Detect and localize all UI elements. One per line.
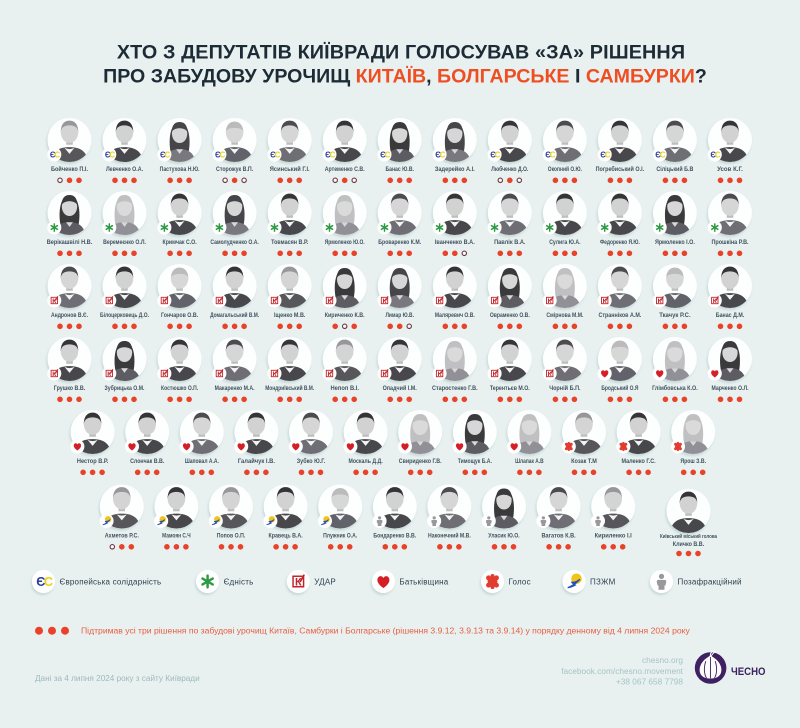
svg-text:Сторожук В.П.: Сторожук В.П.: [216, 167, 253, 173]
svg-text:Кириченко К.В.: Кириченко К.В.: [325, 313, 365, 319]
svg-text:Київський міський голова: Київський міський голова: [660, 533, 717, 540]
svg-text:Овраменко О.В.: Овраменко О.В.: [490, 313, 530, 319]
svg-text:Кравець В.А.: Кравець В.А.: [269, 534, 303, 540]
svg-text:Білоцерковець Д.О.: Білоцерковець Д.О.: [100, 313, 149, 319]
svg-text:Верікашвілі Н.В.: Верікашвілі Н.В.: [47, 240, 93, 246]
svg-text:Тимощук Б.А.: Тимощук Б.А.: [458, 459, 492, 465]
svg-text:Маленко Г.С.: Маленко Г.С.: [622, 459, 656, 465]
svg-text:Єдність: Єдність: [224, 578, 254, 587]
svg-text:Попов О.П.: Попов О.П.: [217, 534, 246, 540]
svg-text:+38 067 658 7798: +38 067 658 7798: [616, 677, 684, 687]
svg-text:Странніков А.М.: Странніков А.М.: [599, 313, 642, 319]
svg-text:facebook.com/chesno.movement: facebook.com/chesno.movement: [561, 666, 683, 676]
svg-text:Іванченко В.А.: Іванченко В.А.: [435, 240, 475, 246]
svg-text:Вагатов К.В.: Вагатов К.В.: [542, 534, 577, 540]
svg-text:Свириденко Г.В.: Свириденко Г.В.: [399, 459, 442, 465]
svg-text:Іщенко М.В.: Іщенко М.В.: [274, 313, 306, 319]
svg-text:Кличко В.В.: Кличко В.В.: [673, 542, 705, 548]
svg-text:Ткачук Р.С.: Ткачук Р.С.: [659, 313, 691, 319]
svg-text:ПРО ЗАБУДОВУ УРОЧИЩ КИТАЇВ, БО: ПРО ЗАБУДОВУ УРОЧИЩ КИТАЇВ, БОЛГАРСЬКЕ І…: [103, 65, 707, 88]
svg-text:Гончаров О.В.: Гончаров О.В.: [161, 313, 198, 319]
svg-text:Непоп В.І.: Непоп В.І.: [330, 386, 359, 392]
svg-text:Глімбовська К.О.: Глімбовська К.О.: [652, 385, 698, 392]
svg-text:Кириленко І.І: Кириленко І.І: [595, 534, 632, 540]
svg-text:Підтримав усі три рішення по з: Підтримав усі три рішення по забудові ур…: [81, 626, 690, 636]
svg-text:Кримчак С.О.: Кримчак С.О.: [163, 240, 197, 246]
svg-text:Костюшко О.П.: Костюшко О.П.: [161, 386, 198, 392]
svg-text:Банас Д.М.: Банас Д.М.: [716, 313, 745, 319]
svg-text:Веремеєнко О.Л.: Веремеєнко О.Л.: [103, 240, 146, 246]
svg-text:Шлапак А.В: Шлапак А.В: [515, 459, 544, 465]
svg-text:Смірнова М.М.: Смірнова М.М.: [546, 313, 583, 319]
svg-text:Плужник О.А.: Плужник О.А.: [323, 534, 357, 540]
svg-text:Погребиський О.І.: Погребиський О.І.: [596, 166, 645, 173]
svg-text:ЧЕСНО: ЧЕСНО: [731, 666, 766, 678]
svg-text:Ахметов Р.С.: Ахметов Р.С.: [105, 534, 139, 540]
svg-text:Дані за 4 липня 2024 року з са: Дані за 4 липня 2024 року з сайту Київра…: [35, 674, 200, 683]
svg-text:Батьківщина: Батьківщина: [399, 578, 448, 587]
svg-text:Москаль Д.Д.: Москаль Д.Д.: [349, 459, 383, 465]
svg-text:ХТО З ДЕПУТАТІВ КИЇВРАДИ ГОЛОС: ХТО З ДЕПУТАТІВ КИЇВРАДИ ГОЛОСУВАВ «ЗА» …: [117, 41, 685, 64]
svg-text:Марченко О.Л.: Марченко О.Л.: [711, 386, 748, 392]
svg-text:Бродський О.Я: Бродський О.Я: [601, 385, 638, 392]
svg-text:Маляревич О.В.: Маляревич О.В.: [435, 313, 475, 319]
svg-text:Лимар Ю.В.: Лимар Ю.В.: [385, 313, 414, 319]
svg-text:Павлік В.А.: Павлік В.А.: [494, 240, 526, 246]
svg-text:chesno.org: chesno.org: [642, 655, 683, 665]
svg-text:Уласик Ю.О.: Уласик Ю.О.: [488, 534, 520, 540]
svg-text:Ясинський Г.І.: Ясинський Г.І.: [270, 166, 310, 173]
svg-text:Сіліцький Б.В: Сіліцький Б.В: [656, 166, 694, 173]
svg-text:Броваренко К.М.: Броваренко К.М.: [378, 240, 421, 246]
svg-text:Сулига Ю.А.: Сулига Ю.А.: [549, 240, 581, 246]
svg-text:Зубко Ю.Г.: Зубко Ю.Г.: [297, 458, 326, 465]
svg-text:Макаренко М.А.: Макаренко М.А.: [215, 386, 255, 392]
svg-text:Галайчук І.В.: Галайчук І.В.: [238, 458, 275, 465]
svg-text:Опадчий І.М.: Опадчий І.М.: [383, 385, 417, 392]
svg-text:Ярош З.В.: Ярош З.В.: [680, 459, 706, 465]
svg-text:Самолудченко О.А.: Самолудченко О.А.: [210, 240, 259, 246]
svg-text:Європейська солідарність: Європейська солідарність: [60, 578, 162, 587]
svg-text:Мамоян С.Ч: Мамоян С.Ч: [162, 534, 191, 540]
svg-text:Грушко В.В.: Грушко В.В.: [54, 386, 86, 392]
svg-text:Левченко О.А.: Левченко О.А.: [106, 167, 143, 173]
svg-text:Федоренко Я.Ю.: Федоренко Я.Ю.: [600, 240, 640, 246]
svg-text:Окопний О.Ю.: Окопний О.Ю.: [548, 166, 582, 173]
svg-text:Голос: Голос: [509, 578, 531, 587]
svg-text:Слончак В.В.: Слончак В.В.: [130, 459, 164, 465]
svg-text:Любченко Д.О.: Любченко Д.О.: [491, 166, 528, 173]
svg-text:Ярмоленко І.О.: Ярмоленко І.О.: [655, 240, 695, 246]
svg-text:Прошкіна Р.В.: Прошкіна Р.В.: [711, 240, 748, 246]
svg-text:ПЗЖМ: ПЗЖМ: [590, 578, 616, 587]
svg-text:УДАР: УДАР: [314, 578, 336, 587]
svg-text:Бойченко П.І.: Бойченко П.І.: [51, 166, 88, 173]
svg-text:Артеменко С.В.: Артеменко С.В.: [325, 167, 365, 173]
svg-text:Банас Ю.В.: Банас Ю.В.: [385, 167, 414, 173]
svg-text:Позафракційний: Позафракційний: [678, 578, 742, 587]
svg-text:Нестор В.Р.: Нестор В.Р.: [77, 459, 109, 465]
svg-text:Андронов В.Є.: Андронов В.Є.: [51, 313, 88, 319]
svg-text:Шаповал А.А.: Шаповал А.А.: [185, 459, 219, 465]
svg-text:Мондриївський В.М.: Мондриївський В.М.: [265, 385, 314, 392]
svg-text:Задерейко А.І.: Задерейко А.І.: [435, 166, 475, 173]
svg-text:Наконечний М.В.: Наконечний М.В.: [428, 533, 471, 540]
svg-text:Товмасян В.Р.: Товмасян В.Р.: [271, 240, 308, 246]
svg-text:Терентьєв М.О.: Терентьєв М.О.: [490, 386, 530, 392]
svg-text:Пастухова Н.Ю.: Пастухова Н.Ю.: [160, 167, 200, 173]
svg-text:Ярмоленко Ю.О.: Ярмоленко Ю.О.: [325, 240, 365, 246]
svg-text:Козак Т.М: Козак Т.М: [571, 459, 597, 465]
svg-text:Усов К.Г.: Усов К.Г.: [717, 167, 743, 173]
svg-text:Бондаренко В.В.: Бондаренко В.В.: [373, 534, 416, 540]
svg-text:Зубрицька О.М.: Зубрицька О.М.: [105, 385, 145, 392]
svg-text:Чорній Б.П.: Чорній Б.П.: [549, 385, 581, 392]
svg-text:Домагальський В.М.: Домагальський В.М.: [210, 312, 259, 319]
svg-text:Старостенко Г.В.: Старостенко Г.В.: [432, 386, 478, 392]
